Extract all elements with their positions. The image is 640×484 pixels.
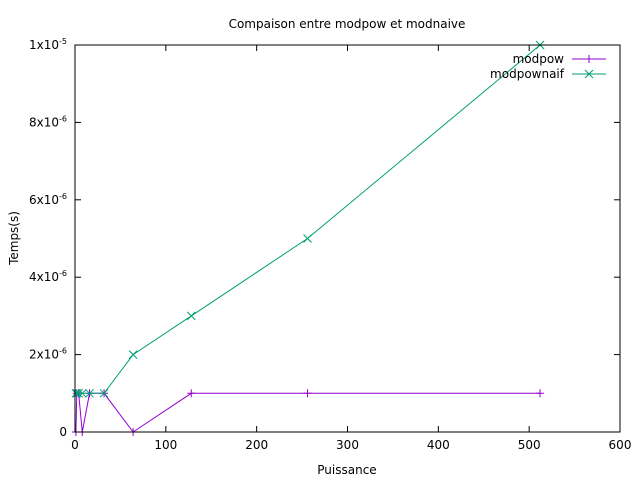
- y-tick-label: 4x10-6: [29, 269, 67, 284]
- y-tick-exponent: -6: [59, 347, 67, 356]
- y-tick-mantissa: 0: [59, 425, 67, 439]
- data-point: [128, 350, 138, 359]
- data-point: [77, 388, 87, 398]
- x-tick-label: 300: [336, 438, 359, 452]
- data-point: [74, 388, 83, 398]
- y-tick-mantissa: 1x10: [29, 38, 59, 52]
- x-ticks: 0 100 200 300 400 500 600: [71, 45, 631, 452]
- series-modpownaif: [71, 40, 545, 398]
- y-tick-label: 0: [59, 425, 67, 439]
- data-point: [186, 311, 196, 321]
- y-tick-exponent: -6: [59, 192, 67, 201]
- x-tick-label: 500: [518, 438, 541, 452]
- legend-marker: [584, 69, 594, 79]
- x-tick-label: 0: [71, 438, 79, 452]
- y-tick-label: 8x10-6: [29, 114, 67, 129]
- legend-label: modpow: [513, 52, 565, 66]
- y-tick-mantissa: 2x10: [29, 348, 59, 362]
- y-tick-label: 2x10-6: [29, 347, 67, 362]
- data-point: [303, 389, 312, 398]
- legend-label: modpownaif: [490, 67, 565, 81]
- x-tick-label: 200: [245, 438, 268, 452]
- y-tick-exponent: -6: [59, 114, 67, 123]
- x-axis-label: Puissance: [317, 463, 376, 477]
- series-line: [75, 392, 541, 433]
- data-point: [303, 234, 312, 243]
- y-tick-mantissa: 8x10: [29, 115, 59, 129]
- series-layer: [71, 40, 545, 436]
- data-point: [99, 388, 109, 398]
- x-tick-label: 100: [154, 438, 177, 452]
- x-tick-label: 600: [609, 438, 632, 452]
- y-tick-label: 6x10-6: [29, 192, 67, 207]
- data-point: [71, 388, 81, 398]
- data-point: [536, 389, 545, 398]
- x-tick-label: 400: [427, 438, 450, 452]
- y-tick-mantissa: 4x10: [29, 270, 59, 284]
- data-point: [85, 388, 94, 398]
- y-tick-mantissa: 6x10: [29, 193, 59, 207]
- series-modpow: [71, 389, 545, 436]
- y-tick-exponent: -5: [59, 37, 67, 46]
- data-point: [187, 389, 196, 398]
- chart-title: Compaison entre modpow et modnaive: [229, 17, 466, 31]
- series-line: [75, 44, 541, 394]
- legend-marker: [585, 55, 593, 63]
- y-tick-label: 1x10-5: [29, 37, 67, 52]
- y-tick-exponent: -6: [59, 269, 67, 278]
- y-axis-label: Temps(s): [7, 211, 21, 266]
- plot-frame: [74, 44, 621, 433]
